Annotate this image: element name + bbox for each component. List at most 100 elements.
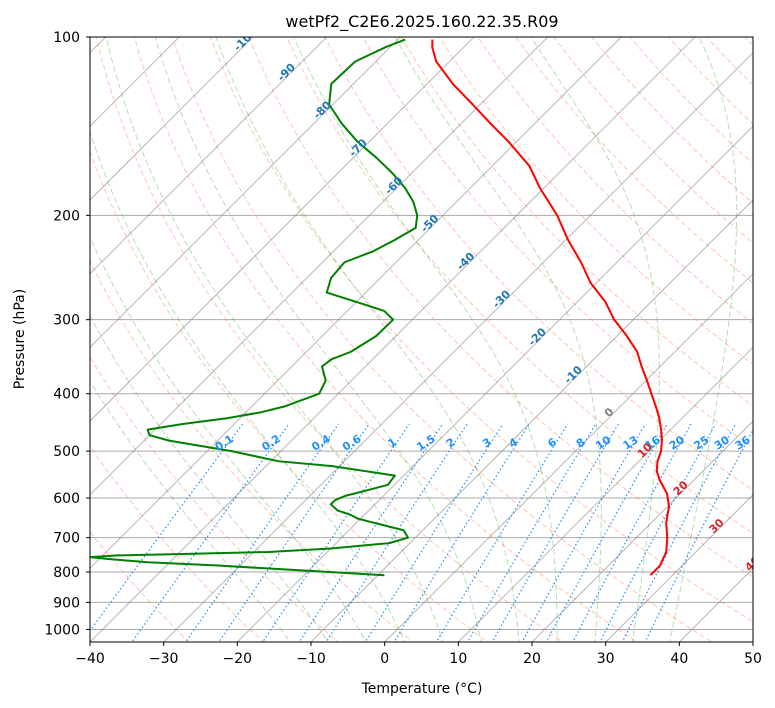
- isotherm-label: 20: [671, 478, 691, 498]
- mixing-ratio-line: [599, 423, 717, 642]
- isotherm-line: [90, 37, 401, 348]
- x-axis-ticks: −40 −30 −20 −10 0 10 20 30 40 50: [75, 642, 762, 667]
- mixing-ratio-label: 10: [593, 433, 613, 452]
- dry-adiabat-line: [248, 37, 753, 578]
- y-tick-label: 400: [53, 387, 80, 403]
- y-tick-label: 500: [53, 444, 80, 460]
- y-tick-label: 300: [53, 313, 80, 329]
- isotherm-label: -70: [347, 136, 370, 159]
- y-axis-label: Pressure (hPa): [12, 289, 28, 389]
- isotherm-label: -80: [311, 98, 334, 121]
- isotherm-line: [752, 641, 753, 642]
- moist-adiabat-line: [530, 37, 660, 642]
- mixing-ratio-label: 20: [667, 433, 687, 452]
- isotherm-label: -20: [526, 325, 549, 348]
- moist-adiabat-line: [394, 37, 602, 642]
- isotherm-line: [90, 37, 622, 569]
- isotherm-label: 30: [707, 516, 727, 536]
- isotherm-line: [90, 37, 696, 642]
- moist-adiabat-line: [90, 380, 291, 642]
- isotherm-line: [457, 346, 753, 642]
- y-tick-label: 800: [53, 565, 80, 581]
- isotherm-line: [236, 125, 753, 642]
- mixing-ratio-label: 1.5: [414, 432, 437, 454]
- moist-adiabat-line: [90, 315, 329, 642]
- mixing-ratio-line: [521, 423, 646, 642]
- mixing-ratio-label: 3: [480, 435, 494, 450]
- mixing-ratio-line: [644, 428, 753, 642]
- isotherm-line: [678, 567, 753, 642]
- dry-adiabat-line: [286, 37, 753, 534]
- dry-adiabat-line: [400, 37, 753, 407]
- moist-adiabat-line: [293, 37, 558, 642]
- mixing-ratio-line: [218, 423, 370, 642]
- mixing-ratio-label: 0.4: [309, 432, 333, 454]
- y-tick-label: 100: [53, 30, 80, 46]
- moist-adiabat-line: [154, 37, 482, 642]
- isotherm-label: -10: [562, 363, 585, 386]
- plot-frame: [89, 36, 754, 643]
- isotherm-line: [90, 37, 475, 422]
- dry-adiabat-line: [477, 37, 753, 325]
- isotherm-line: [0, 10, 59, 654]
- mixing-ratio-label: 2: [444, 435, 458, 450]
- dry-adiabat-line: [90, 150, 489, 642]
- x-tick-label: −30: [149, 651, 179, 667]
- x-tick-label: 40: [670, 651, 688, 667]
- isotherm-label: -100: [231, 25, 260, 54]
- moist-adiabat-line: [669, 37, 738, 642]
- y-axis-ticks: 100 200 300 400 500 600 700 800 900 1000: [44, 30, 90, 638]
- moist-adiabat-line: [215, 37, 520, 642]
- moist-adiabat-line: [90, 235, 367, 642]
- dry-adiabat-line: [362, 37, 753, 449]
- isotherm-line: [310, 199, 753, 642]
- isotherm-line: [384, 273, 753, 642]
- y-tick-label: 600: [53, 491, 80, 507]
- dry-adiabat-line: [744, 37, 753, 47]
- mixing-ratio-line: [545, 423, 668, 642]
- dry-adiabat-line: [705, 37, 753, 86]
- mixing-ratio-lines: [90, 423, 753, 642]
- dry-adiabat-line: [171, 37, 713, 642]
- dry-adiabat-line: [438, 37, 753, 366]
- mixing-ratio-line: [131, 423, 290, 642]
- x-tick-label: 20: [523, 651, 541, 667]
- moist-adiabats: [90, 37, 738, 642]
- chart-title: wetPf2_C2E6.2025.160.22.35.R09: [285, 12, 558, 32]
- isotherm-line: [531, 420, 753, 642]
- dry-adiabat-line: [324, 37, 753, 491]
- isotherm-line: [90, 37, 254, 201]
- dry-adiabat-line: [667, 37, 753, 125]
- isotherm-label: 40: [742, 554, 762, 574]
- mixing-ratio-label: 8: [574, 435, 588, 450]
- x-tick-label: 30: [597, 651, 615, 667]
- isotherm-line: [163, 52, 753, 642]
- mixing-ratio-line: [393, 423, 530, 642]
- isotherm-line: [90, 37, 328, 275]
- sounding-series: [90, 38, 671, 577]
- isotherm-line: [605, 494, 753, 642]
- dry-adiabat-line: [209, 37, 753, 623]
- y-tick-label: 700: [53, 531, 80, 547]
- x-tick-label: −40: [75, 651, 105, 667]
- isotherm-line: [90, 37, 180, 127]
- moist-adiabat-line: [90, 130, 406, 642]
- mixing-ratio-line: [185, 423, 340, 642]
- x-tick-label: −20: [223, 651, 253, 667]
- y-tick-label: 200: [53, 208, 80, 224]
- isotherm-label: -90: [275, 60, 298, 83]
- temperature-profile: [431, 39, 671, 576]
- isotherm-grid: [0, 10, 753, 654]
- dry-adiabat-line: [770, 24, 775, 654]
- dry-adiabat-line: [133, 37, 638, 642]
- mixing-ratio-label: 4: [507, 435, 521, 450]
- x-tick-label: −10: [296, 651, 326, 667]
- dry-adiabat-line: [95, 37, 564, 642]
- mixing-ratio-line: [435, 423, 569, 642]
- mixing-ratio-label: 6: [545, 435, 559, 450]
- dry-adiabat-line: [90, 445, 265, 642]
- dewpoint-profile: [90, 38, 419, 577]
- mixing-ratio-line: [491, 423, 619, 642]
- mixing-ratio-line: [298, 423, 444, 642]
